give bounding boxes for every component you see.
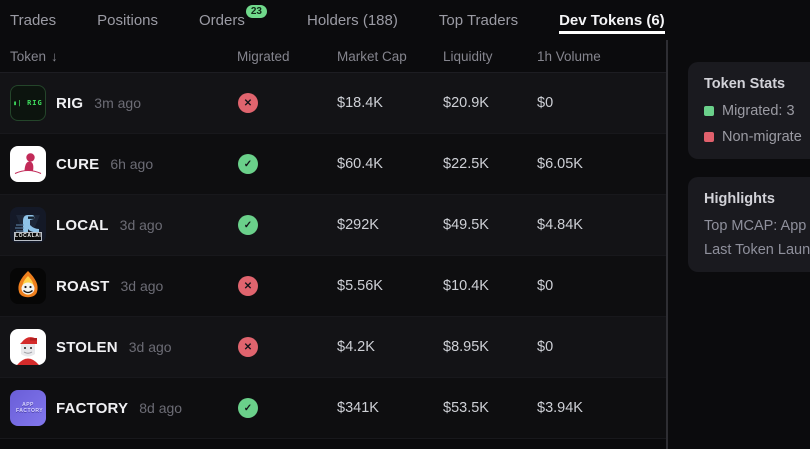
roast-token-icon	[10, 268, 46, 304]
token-age: 3d ago	[128, 339, 172, 355]
tab-orders[interactable]: Orders 23	[199, 0, 267, 40]
token-age: 3d ago	[119, 217, 163, 233]
token-age: 3d ago	[120, 278, 164, 294]
token-name: CURE	[56, 155, 100, 173]
green-square-icon	[704, 106, 714, 116]
table-footer-area	[0, 439, 666, 449]
market-cap-value: $60.4K	[337, 156, 383, 172]
market-cap-value: $18.4K	[337, 95, 383, 111]
sort-descending-icon: ↓	[51, 48, 58, 64]
side-panel: Token Stats Migrated: 3 Non-migrate High…	[668, 40, 810, 449]
tab-holders[interactable]: Holders (188)	[307, 0, 398, 40]
highlights-title: Highlights	[704, 191, 775, 207]
stolen-token-icon	[10, 329, 46, 365]
liquidity-value: $49.5K	[443, 217, 489, 233]
tab-label: Dev Tokens (6)	[559, 11, 665, 29]
table-row-factory[interactable]: APP FACTORY FACTORY 8d ago $341K $53.5K …	[0, 378, 666, 439]
liquidity-value: $53.5K	[443, 400, 489, 416]
volume-value: $0	[537, 95, 554, 111]
stat-label: Non-migrate	[722, 129, 802, 145]
tab-label: Trades	[10, 11, 57, 29]
liquidity-value: $20.9K	[443, 95, 489, 111]
factory-token-icon: APP FACTORY	[10, 390, 46, 426]
stat-label: Migrated: 3	[722, 103, 795, 119]
token-name: LOCAL	[56, 216, 109, 234]
volume-value: $6.05K	[537, 156, 583, 172]
volume-value: $3.94K	[537, 400, 583, 416]
token-age: 8d ago	[139, 400, 183, 416]
highlights-card: Highlights Top MCAP: App Last Token Laun	[688, 177, 810, 272]
tab-dev-tokens[interactable]: Dev Tokens (6)	[559, 0, 665, 40]
table-row-local[interactable]: LOCALAI LOCAL 3d ago $292K $49.5K $4.84K	[0, 195, 666, 256]
token-name: ROAST	[56, 277, 110, 295]
non-migrated-stat: Non-migrate	[704, 129, 810, 145]
tab-label: Orders	[199, 11, 245, 29]
table-header-row: Token ↓ Migrated Market Cap Liquidity 1h…	[0, 40, 666, 73]
tab-positions[interactable]: Positions	[97, 0, 158, 40]
market-cap-value: $5.56K	[337, 278, 383, 294]
liquidity-value: $10.4K	[443, 278, 489, 294]
last-token-launch-line: Last Token Laun	[704, 242, 810, 258]
x-circle-icon	[238, 337, 258, 357]
market-cap-value: $292K	[337, 217, 379, 233]
token-stats-title: Token Stats	[704, 76, 786, 92]
check-circle-icon	[238, 398, 258, 418]
market-cap-value: $341K	[337, 400, 379, 416]
tab-bar: Trades Positions Orders 23 Holders (188) …	[0, 0, 810, 40]
table-row-rig[interactable]: RIG RIG 3m ago $18.4K $20.9K $0	[0, 73, 666, 134]
rig-icon-text: RIG	[13, 99, 43, 107]
tab-label: Top Traders	[438, 11, 519, 29]
top-mcap-line: Top MCAP: App	[704, 218, 807, 234]
column-header-1h-volume[interactable]: 1h Volume	[537, 48, 601, 64]
check-circle-icon	[238, 154, 258, 174]
liquidity-value: $8.95K	[443, 339, 489, 355]
tab-label: Holders (188)	[306, 11, 398, 29]
header-label: Token	[10, 48, 47, 64]
token-name: FACTORY	[56, 399, 129, 417]
vertical-divider	[666, 40, 668, 449]
market-cap-value: $4.2K	[337, 339, 375, 355]
token-age: 3m ago	[94, 95, 141, 111]
column-header-liquidity[interactable]: Liquidity	[443, 48, 493, 64]
liquidity-value: $22.5K	[443, 156, 489, 172]
local-icon-text: LOCALAI	[14, 232, 42, 241]
red-square-icon	[704, 132, 714, 142]
x-circle-icon	[238, 276, 258, 296]
tab-trades[interactable]: Trades	[10, 0, 56, 40]
column-header-token[interactable]: Token ↓	[10, 49, 237, 64]
local-token-icon: LOCALAI	[10, 207, 46, 243]
check-circle-icon	[238, 215, 258, 235]
token-name: RIG	[56, 94, 84, 112]
dev-tokens-table: Token ↓ Migrated Market Cap Liquidity 1h…	[0, 40, 666, 449]
orders-count-badge: 23	[245, 4, 267, 18]
token-name: STOLEN	[56, 338, 118, 356]
x-circle-icon	[238, 93, 258, 113]
tab-top-traders[interactable]: Top Traders	[439, 0, 518, 40]
tab-label: Positions	[97, 11, 159, 29]
factory-icon-text: APP FACTORY	[16, 402, 44, 414]
rig-token-icon: RIG	[10, 85, 46, 121]
table-row-roast[interactable]: ROAST 3d ago $5.56K $10.4K $0	[0, 256, 666, 317]
token-stats-card: Token Stats Migrated: 3 Non-migrate	[688, 62, 810, 159]
table-row-stolen[interactable]: STOLEN 3d ago $4.2K $8.95K $0	[0, 317, 666, 378]
migrated-stat: Migrated: 3	[704, 103, 810, 119]
cure-token-icon	[10, 146, 46, 182]
token-age: 6h ago	[110, 156, 154, 172]
column-header-migrated[interactable]: Migrated	[237, 48, 290, 64]
column-header-market-cap[interactable]: Market Cap	[337, 48, 407, 64]
table-row-cure[interactable]: CURE 6h ago $60.4K $22.5K $6.05K	[0, 134, 666, 195]
volume-value: $0	[537, 278, 554, 294]
volume-value: $4.84K	[537, 217, 583, 233]
volume-value: $0	[537, 339, 554, 355]
